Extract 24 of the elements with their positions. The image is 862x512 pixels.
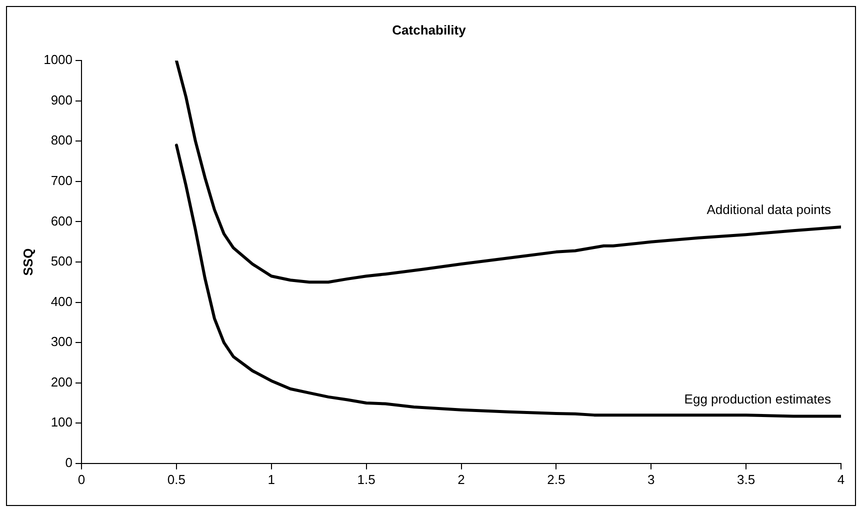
x-tick-label: 0 [78,472,86,487]
y-tick-label: 200 [50,374,73,390]
series-label: Egg production estimates [684,391,832,406]
y-tick-label: 900 [50,92,73,108]
x-tick-label: 0.5 [167,472,186,487]
y-tick-label: 1000 [44,52,73,68]
y-tick-label: 100 [50,414,73,430]
series-label: Additional data points [706,202,832,218]
x-tick-label: 3.5 [737,472,756,487]
y-tick-label: 700 [50,173,73,188]
y-tick-label: 0 [65,454,73,470]
x-tick-label: 4 [837,472,845,487]
chart-title: Catchability [392,22,467,38]
y-tick-label: 400 [50,294,73,309]
y-axis-title: SSQ [20,248,36,276]
y-tick-label: 600 [50,213,73,228]
y-tick-label: 300 [50,334,73,350]
x-tick-label: 1 [268,472,276,487]
x-tick-label: 1.5 [357,472,376,487]
y-tick-label: 500 [50,254,73,269]
x-tick-label: 2.5 [547,472,566,487]
x-tick-label: 3 [648,472,655,487]
y-tick-label: 800 [50,132,73,148]
x-tick-label: 2 [458,472,465,487]
